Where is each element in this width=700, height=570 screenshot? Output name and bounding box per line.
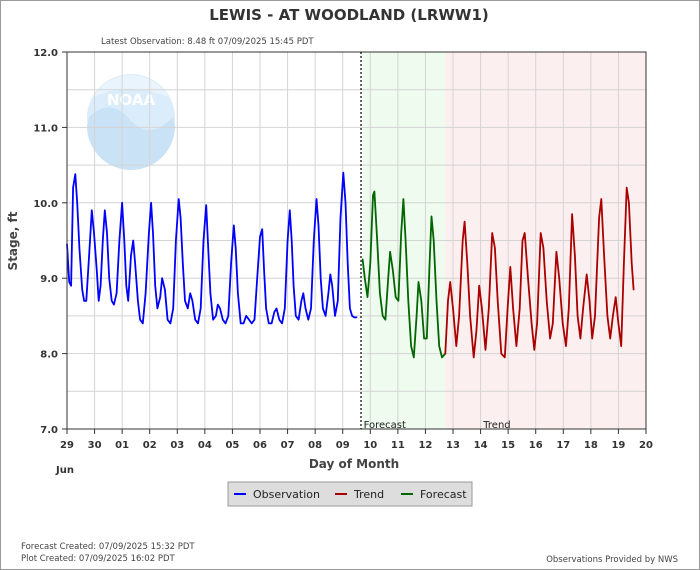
x-tick-label: 01 <box>115 440 129 451</box>
series-forecast <box>361 190 447 359</box>
series-observation <box>66 171 358 325</box>
y-axis-label: Stage, ft <box>6 211 20 270</box>
x-tick-label: 08 <box>308 440 322 451</box>
x-tick-label: 05 <box>225 440 239 451</box>
month-label: Jun <box>55 465 74 476</box>
x-tick-label: 02 <box>143 440 157 451</box>
x-tick-label: 11 <box>391 440 405 451</box>
x-tick-label: 03 <box>170 440 184 451</box>
x-tick-label: 09 <box>336 440 350 451</box>
x-tick-label: 16 <box>529 440 543 451</box>
forecast-created: Forecast Created: 07/09/2025 15:32 PDT <box>21 542 195 552</box>
y-tick-label: 8.0 <box>40 350 58 361</box>
x-tick-label: 15 <box>501 440 515 451</box>
legend-label-forecast: Forecast <box>420 488 467 501</box>
plot-border <box>66 51 647 430</box>
series-trend <box>444 186 635 359</box>
data-provider: Observations Provided by NWS <box>546 555 678 565</box>
x-tick-label: 06 <box>253 440 267 451</box>
latest-observation: Latest Observation: 8.48 ft 07/09/2025 1… <box>101 37 314 47</box>
zone-label-forecast: Forecast <box>364 420 406 431</box>
noaa-logo: NOAA <box>87 74 175 170</box>
y-tick-label: 12.0 <box>33 48 58 59</box>
x-tick-label: 29 <box>60 440 74 451</box>
x-tick-label: 10 <box>363 440 377 451</box>
legend-label-trend: Trend <box>353 488 384 501</box>
x-axis-label: Day of Month <box>309 457 399 471</box>
noaa-logo-text: NOAA <box>107 91 156 109</box>
x-tick-label: 04 <box>198 440 212 451</box>
y-tick-label: 11.0 <box>33 123 58 134</box>
x-tick-label: 18 <box>584 440 598 451</box>
legend-box <box>227 481 473 507</box>
x-tick-label: 20 <box>639 440 653 451</box>
plot-created: Plot Created: 07/09/2025 16:02 PDT <box>21 554 175 564</box>
x-tick-label: 30 <box>88 440 102 451</box>
x-tick-label: 19 <box>611 440 625 451</box>
y-tick-label: 10.0 <box>33 199 58 210</box>
x-tick-label: 07 <box>281 440 295 451</box>
x-tick-label: 17 <box>556 440 570 451</box>
y-tick-label: 9.0 <box>40 274 58 285</box>
zone-label-trend: Trend <box>482 420 510 431</box>
x-tick-label: 13 <box>446 440 460 451</box>
y-tick-label: 7.0 <box>40 425 58 436</box>
chart-title: LEWIS - AT WOODLAND (LRWW1) <box>209 6 489 24</box>
legend-label-observation: Observation <box>253 488 320 501</box>
x-tick-label: 12 <box>418 440 432 451</box>
x-tick-label: 14 <box>474 440 488 451</box>
